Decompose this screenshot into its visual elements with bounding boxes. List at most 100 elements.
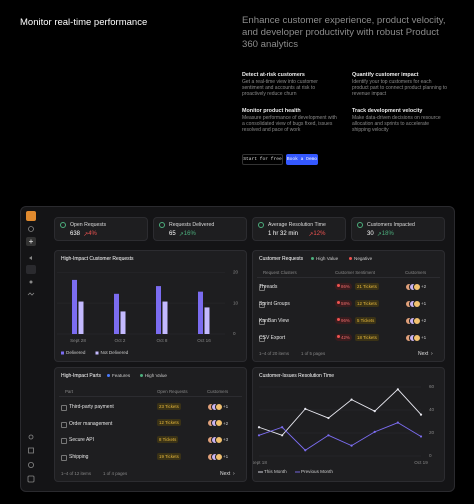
column-header: Customer Sentiment [335, 270, 376, 275]
sentiment-icon [336, 284, 340, 287]
row-icon [61, 421, 67, 428]
ticket-badge: 5 Tickets [355, 316, 377, 324]
ticket-badge: 8 Tickets [157, 435, 179, 443]
logo [26, 211, 36, 221]
icon[interactable] [28, 226, 34, 232]
kpi-icon [60, 222, 66, 228]
x-tick-label: Oct 8 [157, 338, 168, 343]
bar-chart: 0 10 20 Sept 28 Oct 2 Oct 8 Oct 16 Delivered Not… [57, 269, 239, 355]
bar [114, 293, 119, 334]
line-chart: 0 20 40 60 Sept 18 Oct 19 This Month Previous M… [253, 384, 435, 474]
tab-icon [349, 257, 352, 260]
next-arrow: › [233, 470, 235, 477]
next-arrow: › [431, 350, 433, 357]
row-icon [61, 405, 67, 411]
next-button[interactable]: Next [418, 350, 429, 357]
y-tick-label: 20 [233, 269, 239, 274]
sentiment-badge: 96% [335, 316, 352, 324]
next-button[interactable]: Next [220, 470, 231, 477]
bar [78, 301, 84, 334]
row-name: CSV Export [259, 335, 286, 341]
footer-pages: 1 of 5 pages [301, 351, 326, 356]
tab[interactable]: Features [112, 373, 131, 378]
header-rule [257, 277, 440, 278]
requests-panel: High-Impact Customer Requests 0 10 20 Sept … [54, 250, 247, 362]
bar [120, 311, 126, 334]
tab[interactable]: High Value [316, 256, 339, 261]
avatar [215, 452, 223, 461]
icon[interactable] [28, 434, 34, 440]
row-icon [259, 285, 265, 291]
icon[interactable] [29, 256, 32, 260]
kpi-change: 12% [313, 231, 326, 237]
section-title: Monitor real-time performance [20, 17, 148, 28]
avatar [413, 316, 421, 325]
row-name: Secure API [69, 437, 95, 444]
x-tick-label: Sept 18 [253, 460, 267, 465]
ticket-badge: 18 Tickets [355, 333, 379, 341]
kpi-label: Customers Impacted [367, 222, 415, 228]
footer-pages: 1 of 4 pages [103, 471, 128, 476]
point [419, 413, 423, 416]
row-icon [61, 455, 67, 462]
point [327, 416, 330, 420]
kpi-arrow: ↗ [308, 231, 314, 238]
kpi-value: 65 [169, 231, 176, 237]
kpi-card: Open Requests 638 4% ↗ [54, 217, 148, 241]
kpi-arrow: ↗ [376, 231, 382, 238]
extra-count: +1 [223, 454, 229, 460]
point [304, 449, 307, 452]
legend-label: This Month [264, 469, 287, 474]
tab[interactable]: Negative [354, 256, 373, 261]
kpi-label: Open Requests [70, 222, 107, 228]
extra-count: +3 [223, 437, 229, 443]
kpi-card: Requests Delivered 65 16% ↗ [153, 217, 247, 241]
icon[interactable] [26, 265, 36, 274]
point [327, 434, 330, 437]
x-tick-label: Oct 16 [197, 338, 211, 343]
tab[interactable]: High Value [144, 373, 167, 378]
avatar [215, 435, 223, 444]
avatar [413, 299, 421, 308]
sidebar [26, 211, 36, 483]
point [396, 421, 399, 424]
icon[interactable] [27, 292, 35, 296]
avatar [215, 402, 223, 411]
icon[interactable] [28, 447, 34, 454]
legend-swatch [61, 351, 64, 355]
footer-range: 1–4 of 20 items [259, 351, 290, 356]
row-name: KanBan View [259, 318, 289, 324]
kpi-arrow: ↗ [178, 231, 184, 238]
row-name: Order management [69, 420, 113, 427]
y-tick-label: 0 [429, 453, 432, 458]
extra-count: +1 [421, 301, 427, 306]
feature-text: Make data-driven decisions on resource a… [352, 115, 441, 133]
resolution-panel: Customer-Issues Resolution Time 0 20 40 60 S… [252, 367, 445, 482]
row-icon [259, 302, 265, 308]
y-tick-label: 20 [429, 430, 435, 435]
tab-icon [311, 257, 314, 260]
footer-range: 1–4 of 12 items [61, 471, 92, 476]
demo-button[interactable]: Book a Demo [286, 154, 318, 165]
sentiment-icon [336, 301, 340, 304]
panel-title: Customer-Issues Resolution Time [259, 373, 335, 379]
point [373, 430, 376, 433]
legend-label: Delivered [66, 350, 86, 355]
icon[interactable] [27, 475, 35, 483]
icon[interactable] [28, 461, 34, 468]
y-tick-label: 40 [429, 407, 435, 412]
kpi-value: 638 [70, 231, 81, 237]
row-name: Third-party payment [69, 404, 114, 410]
feature-text: Get a real-time view into customer senti… [242, 79, 318, 97]
icon[interactable] [29, 280, 33, 284]
header-rule [59, 396, 242, 397]
start-button[interactable]: Start for free [242, 154, 283, 165]
kpi-label: Requests Delivered [169, 222, 215, 228]
x-tick-label: Oct 19 [414, 460, 428, 465]
panel-title: High-Impact Customer Requests [61, 256, 134, 262]
bar [162, 301, 168, 334]
ticket-badge: 12 Tickets [157, 419, 181, 427]
kpi-icon [159, 222, 165, 228]
column-header: Open Requests [157, 389, 188, 394]
